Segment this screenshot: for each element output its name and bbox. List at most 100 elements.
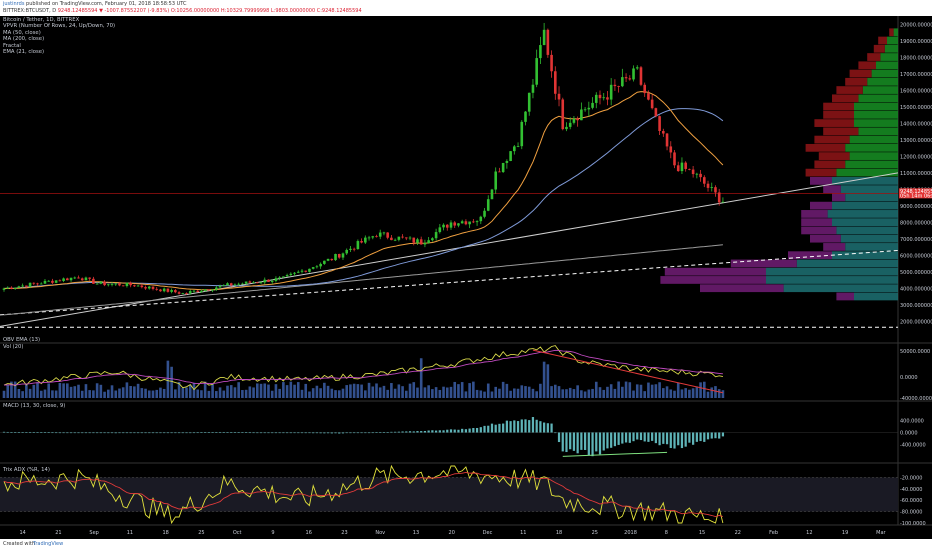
candle-body xyxy=(568,122,572,127)
volume-bar xyxy=(602,389,606,398)
vp-down-bar xyxy=(878,36,887,45)
volume-bar xyxy=(222,390,226,398)
volume-bar xyxy=(621,386,624,398)
legend-item-ma200[interactable]: MA (200, close) xyxy=(3,36,45,43)
tradingview-logo[interactable]: TradingView xyxy=(33,541,64,547)
volume-bar xyxy=(688,389,691,398)
time-tick-label: 13 xyxy=(413,530,419,536)
macd-histogram-bar xyxy=(408,431,412,433)
volume-bar xyxy=(58,382,62,398)
legend-item-vpvr[interactable]: VPVR (Number Of Rows, 24, Up/Down, 70) xyxy=(3,23,116,30)
candle-body xyxy=(378,232,382,237)
time-tick-label: Dec xyxy=(483,530,493,536)
volume-bar xyxy=(490,391,494,398)
volume-bar xyxy=(39,390,43,398)
candle-body xyxy=(587,107,591,110)
vp-down-bar xyxy=(788,251,832,260)
macd-histogram-bar xyxy=(632,432,635,442)
volume-bar xyxy=(341,388,345,398)
vp-down-bar xyxy=(814,160,846,169)
macd-histogram-bar xyxy=(233,432,237,433)
price-tick-label: 4000.00000000 xyxy=(900,286,932,292)
volume-bar xyxy=(233,387,237,398)
macd-histogram-bar xyxy=(25,432,28,433)
macd-histogram-bar xyxy=(88,432,91,434)
candle-body xyxy=(73,277,77,279)
dashed-trendline xyxy=(0,249,899,316)
macd-histogram-bar xyxy=(110,432,114,434)
vp-down-bar xyxy=(664,267,766,276)
volume-bar xyxy=(457,384,460,398)
macd-histogram-bar xyxy=(297,432,300,434)
candle-body xyxy=(442,224,445,228)
chart-canvas[interactable]: 2000.00000000 3000.00000000 4000.00000000 5… xyxy=(0,16,932,539)
macd-histogram-bar xyxy=(315,432,319,434)
macd-pane-label: MACD (13, 30, close, 9) xyxy=(3,403,66,409)
vp-down-bar xyxy=(889,28,894,37)
candle-body xyxy=(155,288,159,290)
volume-bar xyxy=(274,384,278,398)
volume-bar xyxy=(166,360,170,398)
candle-body xyxy=(129,282,132,286)
candle-body xyxy=(140,285,144,288)
volume-bar xyxy=(710,387,714,398)
candle-body xyxy=(524,111,527,122)
time-tick-label: 11 xyxy=(520,530,526,536)
volume-bar xyxy=(200,390,203,398)
volume-bar xyxy=(125,382,129,398)
volume-bar xyxy=(453,381,457,398)
ma50-line xyxy=(3,108,724,289)
volume-bar xyxy=(382,385,386,398)
vp-up-bar xyxy=(858,127,898,136)
legend-item-fractal[interactable]: Fractal xyxy=(3,42,21,49)
candle-body xyxy=(356,241,360,250)
candle-body xyxy=(166,288,170,292)
candle-body xyxy=(181,293,185,294)
macd-histogram-bar xyxy=(639,432,643,441)
macd-histogram-bar xyxy=(677,432,680,446)
legend-item-ema21[interactable]: EMA (21, close) xyxy=(3,49,45,56)
vp-down-bar xyxy=(660,276,766,284)
author-link[interactable]: justinrds xyxy=(3,1,25,7)
volume-bar xyxy=(445,387,449,398)
candle-body xyxy=(509,151,512,162)
macd-histogram-bar xyxy=(6,431,9,433)
volume-bar xyxy=(509,390,512,398)
volume-bar xyxy=(84,384,88,398)
candle-body xyxy=(330,258,334,261)
macd-histogram-bar xyxy=(237,432,240,433)
volume-bar xyxy=(557,386,561,398)
vp-up-bar xyxy=(836,226,898,235)
legend-item-ma50[interactable]: MA (50, close) xyxy=(3,29,41,36)
candle-body xyxy=(244,281,248,284)
candle-body xyxy=(62,278,65,281)
candle-body xyxy=(252,282,255,284)
candle-body xyxy=(516,146,520,147)
macd-histogram-bar xyxy=(367,432,371,434)
volume-bar xyxy=(665,386,669,398)
volume-bar xyxy=(80,390,84,398)
volume-bar xyxy=(218,387,222,398)
volume-bar xyxy=(628,382,632,398)
macd-histogram-bar xyxy=(364,432,367,434)
macd-histogram-bar xyxy=(241,432,244,433)
candle-body xyxy=(431,238,434,241)
candle-body xyxy=(95,283,99,285)
symbol-line: BITTREX:BTCUSDT, D xyxy=(3,8,57,14)
macd-histogram-bar xyxy=(267,432,270,434)
volume-bar xyxy=(684,388,687,398)
candle-body xyxy=(200,291,203,293)
candle-body xyxy=(185,293,188,294)
candle-body xyxy=(412,237,416,243)
macd-histogram-bar xyxy=(665,432,669,445)
candle-body xyxy=(479,216,483,222)
macd-histogram-bar xyxy=(28,432,32,433)
volume-bar xyxy=(401,386,404,398)
macd-histogram-bar xyxy=(81,432,84,434)
candle-body xyxy=(654,108,658,117)
macd-histogram-bar xyxy=(643,432,646,442)
volume-bar xyxy=(319,388,322,398)
candle-body xyxy=(47,280,51,282)
candle-body xyxy=(170,290,173,292)
macd-histogram-bar xyxy=(192,432,196,434)
